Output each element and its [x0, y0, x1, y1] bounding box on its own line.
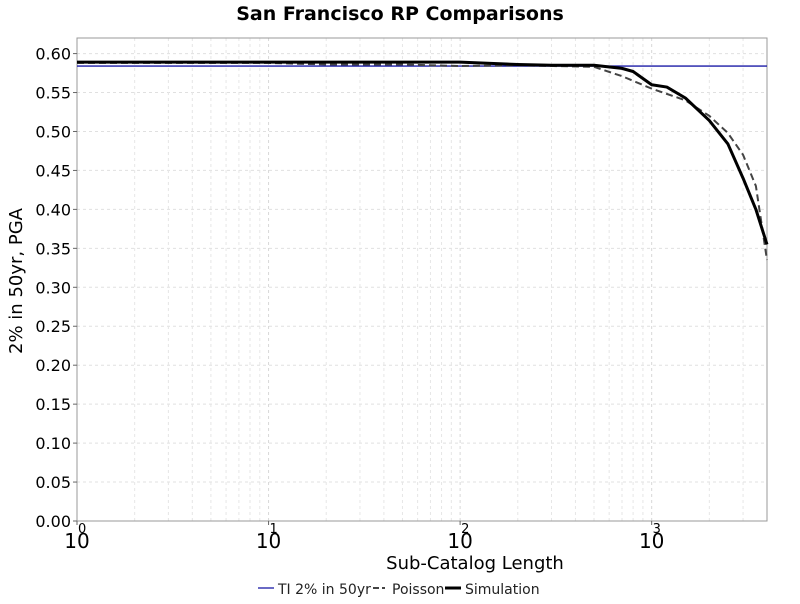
x-axis-ticks: 100 101 102 103 — [64, 521, 664, 553]
x-tick-label-base: 10 — [639, 529, 664, 553]
y-tick-label: 0.35 — [35, 239, 71, 258]
y-axis-ticks: 0.00 0.05 0.10 0.15 0.20 0.25 0.30 0.35 0.40 0.45… — [35, 45, 77, 531]
x-tick-label-exponent: 2 — [461, 522, 469, 537]
y-tick-label: 0.50 — [35, 122, 71, 141]
x-tick-label-exponent: 1 — [270, 522, 278, 537]
y-axis-label: 2% in 50yr, PGA — [6, 207, 27, 354]
y-tick-label: 0.55 — [35, 84, 71, 103]
x-tick-label-base: 10 — [64, 529, 89, 553]
y-tick-label: 0.30 — [35, 278, 71, 297]
y-tick-label: 0.00 — [35, 512, 71, 531]
y-tick-label: 0.60 — [35, 45, 71, 64]
x-tick-label-exponent: 3 — [653, 522, 661, 537]
y-tick-label: 0.10 — [35, 434, 71, 453]
x-tick-label-base: 10 — [256, 529, 281, 553]
plot-area-border — [76, 37, 768, 522]
chart-title: San Francisco RP Comparisons — [236, 3, 564, 25]
y-tick-label: 0.20 — [35, 356, 71, 375]
series-line-2 — [77, 61, 768, 261]
series-lines — [77, 60, 769, 261]
y-tick-label: 0.15 — [35, 395, 71, 414]
series-line-3 — [77, 60, 769, 245]
y-tick-label: 0.40 — [35, 200, 71, 219]
legend-label: Poisson — [392, 582, 444, 598]
x-tick-label-base: 10 — [447, 529, 472, 553]
legend: TI 2% in 50yr Poisson Simulation — [258, 582, 540, 598]
legend-label: Simulation — [465, 582, 540, 598]
x-axis-label: Sub-Catalog Length — [386, 553, 564, 574]
y-tick-label: 0.45 — [35, 161, 71, 180]
y-tick-label: 0.05 — [35, 473, 71, 492]
y-tick-label: 0.25 — [35, 317, 71, 336]
legend-label: TI 2% in 50yr — [277, 582, 371, 598]
x-tick-label-exponent: 0 — [78, 522, 86, 537]
